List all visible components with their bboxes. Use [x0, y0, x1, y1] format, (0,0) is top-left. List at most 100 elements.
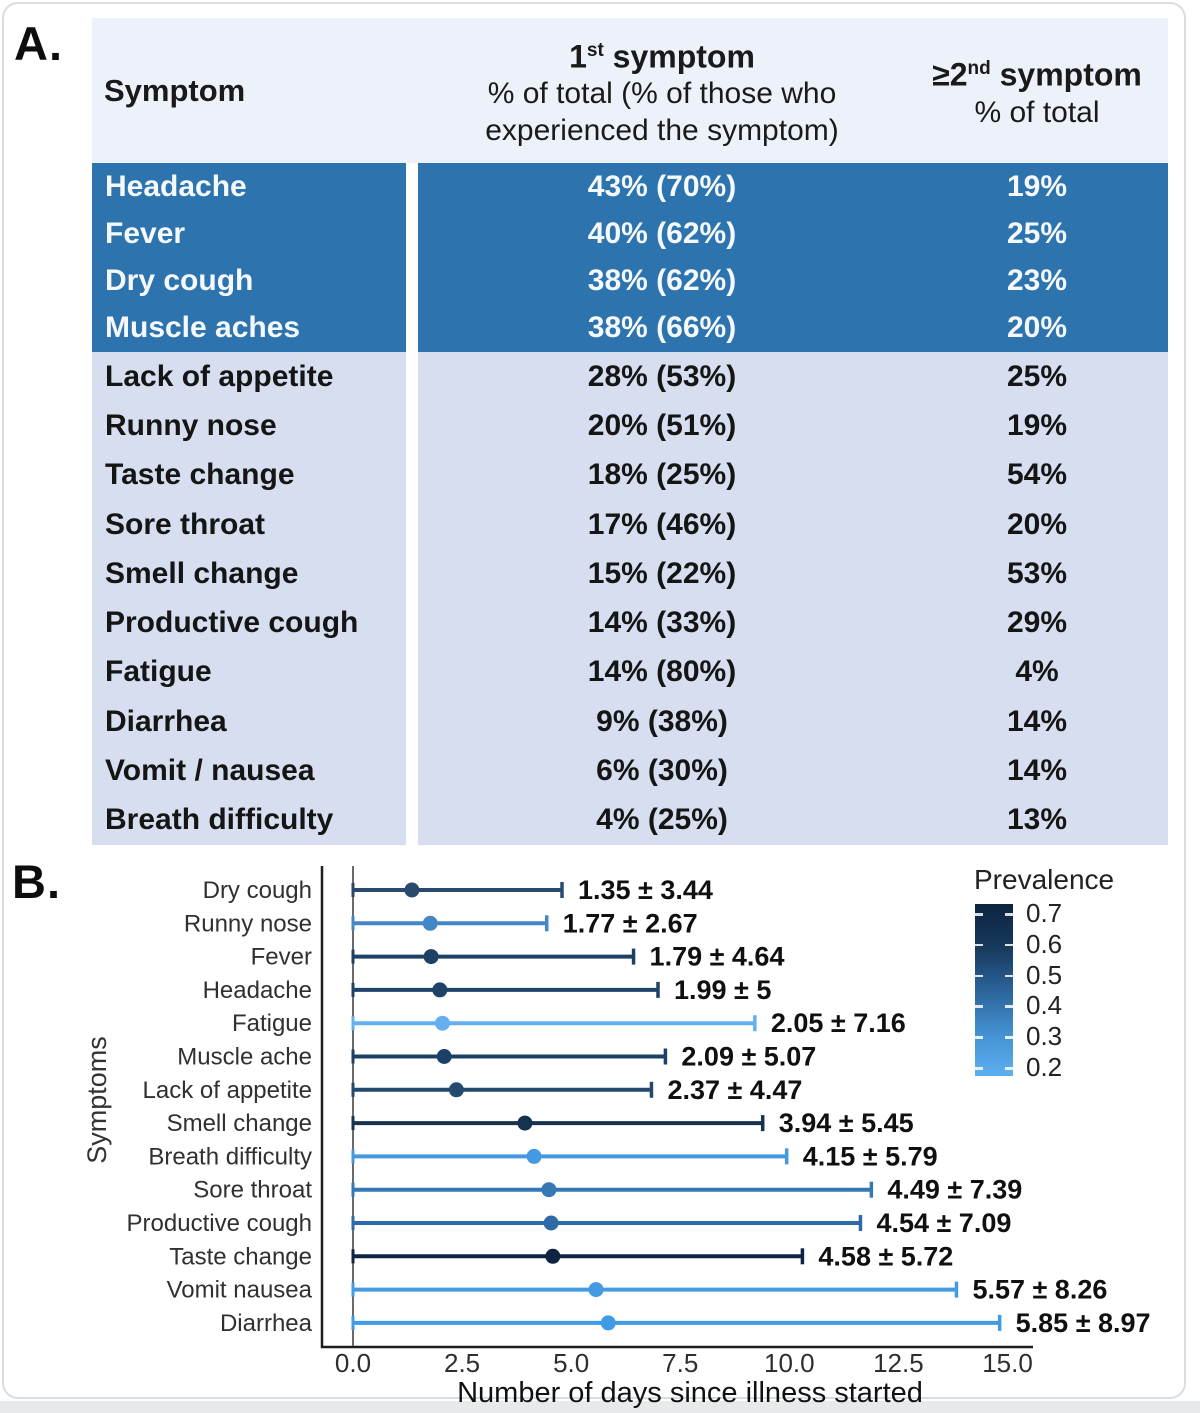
mean-sd-value-label: 4.49 ± 7.39	[887, 1175, 1022, 1205]
mean-dot	[422, 915, 438, 931]
mean-sd-value-label: 2.05 ± 7.16	[771, 1008, 906, 1038]
table-header: Symptom 1st symptom % of total (% of tho…	[92, 18, 1168, 163]
cell-first-symptom-pct: 18% (25%)	[587, 458, 737, 492]
cell-symptom: Smell change	[105, 556, 299, 590]
symptom-table: Symptom 1st symptom % of total (% of tho…	[92, 18, 1168, 845]
legend-tick-mark	[975, 913, 983, 916]
header-second-sup: nd	[967, 58, 991, 80]
table-row: Vomit / nausea 6% (30%) 14%	[92, 746, 1168, 796]
header-first-symptom: 1st symptom % of total (% of those who e…	[418, 18, 906, 163]
cell-first-symptom-pct: 14% (80%)	[587, 655, 737, 689]
cell-first-symptom-pct: 38% (66%)	[587, 311, 737, 345]
column-separator	[406, 352, 418, 402]
table-row: Productive cough 14% (33%) 29%	[92, 598, 1168, 648]
mean-sd-value-label: 4.15 ± 5.79	[803, 1141, 938, 1171]
table-row: Fatigue 14% (80%) 4%	[92, 647, 1168, 698]
column-separator	[406, 450, 418, 500]
cell-first-symptom-pct: 28% (53%)	[587, 359, 737, 393]
header-first-subtitle-1: % of total (% of those who	[487, 77, 837, 111]
x-tick-label: 5.0	[553, 1348, 589, 1378]
cell-first-symptom-pct: 9% (38%)	[596, 704, 728, 738]
category-label: Taste change	[169, 1243, 312, 1270]
legend-tick-mark	[975, 1036, 983, 1039]
mean-dot	[541, 1182, 557, 1198]
mean-sd-value-label: 1.79 ± 4.64	[650, 942, 785, 972]
category-label: Diarrhea	[220, 1310, 313, 1337]
cell-second-symptom-pct: 20%	[1006, 311, 1068, 345]
table-row: Dry cough 38% (62%) 23%	[92, 257, 1168, 305]
header-second-symptom: ≥2nd symptom % of total	[906, 18, 1168, 163]
cell-first-symptom-pct: 17% (46%)	[587, 507, 737, 541]
mean-dot	[600, 1315, 616, 1331]
category-label: Dry cough	[203, 877, 312, 904]
table-row: Muscle aches 38% (66%) 20%	[92, 304, 1168, 352]
table-row: Headache 43% (70%) 19%	[92, 163, 1168, 211]
mean-sd-value-label: 5.57 ± 8.26	[972, 1275, 1107, 1305]
panel-b-label: B.	[12, 855, 61, 908]
header-first-num: 1	[569, 38, 587, 75]
column-separator	[406, 401, 418, 451]
category-label: Runny nose	[184, 910, 312, 937]
mean-dot	[404, 882, 420, 898]
header-symptom: Symptom	[104, 72, 246, 108]
x-tick-label: 0.0	[335, 1348, 371, 1378]
cell-first-symptom-pct: 43% (70%)	[587, 169, 737, 203]
legend-tick-mark	[1005, 974, 1013, 978]
mean-dot	[526, 1148, 542, 1164]
mean-sd-value-label: 5.85 ± 8.97	[1016, 1308, 1151, 1338]
cell-second-symptom-pct: 14%	[1006, 704, 1068, 738]
category-label: Muscle ache	[177, 1044, 312, 1071]
column-separator	[406, 746, 418, 796]
header-first-word: symptom	[603, 38, 755, 75]
cell-second-symptom-pct: 54%	[1006, 458, 1068, 492]
x-axis-label: Number of days since illness started	[457, 1377, 923, 1409]
cell-second-symptom-pct: 53%	[1006, 556, 1068, 590]
header-second-word: symptom	[990, 56, 1142, 93]
legend-tick-mark	[975, 974, 983, 978]
cell-symptom: Dry cough	[105, 264, 254, 298]
cell-first-symptom-pct: 20% (51%)	[587, 408, 737, 442]
header-first-subtitle-2: experienced the symptom)	[485, 114, 839, 148]
legend-tick-label: 0.7	[1026, 898, 1063, 928]
mean-dot	[423, 949, 439, 965]
category-label: Sore throat	[193, 1177, 312, 1204]
mean-sd-value-label: 3.94 ± 5.45	[779, 1108, 914, 1138]
mean-dot	[432, 982, 448, 998]
category-label: Productive cough	[127, 1210, 312, 1237]
column-separator	[406, 257, 418, 305]
cell-symptom: Sore throat	[105, 507, 266, 541]
mean-dot	[448, 1082, 464, 1098]
mean-sd-value-label: 1.99 ± 5	[674, 975, 771, 1005]
cell-symptom: Diarrhea	[105, 704, 227, 738]
column-separator	[406, 549, 418, 599]
legend-tick-mark	[1005, 1036, 1013, 1039]
legend-tick-mark	[975, 943, 983, 947]
mean-sd-value-label: 4.58 ± 5.72	[818, 1241, 953, 1271]
cell-second-symptom-pct: 13%	[1006, 803, 1068, 837]
column-separator	[406, 210, 418, 258]
cell-symptom: Taste change	[105, 458, 295, 492]
header-first-sup: st	[586, 39, 604, 61]
x-tick-label: 15.0	[982, 1348, 1033, 1378]
table-row: Runny nose 20% (51%) 19%	[92, 401, 1168, 451]
cell-first-symptom-pct: 38% (62%)	[587, 264, 737, 298]
cell-second-symptom-pct: 19%	[1006, 169, 1068, 203]
legend-tick-mark	[1005, 1067, 1013, 1070]
prevalence-legend: Prevalence 0.7 0.6 0.5 0.4 0.3 0.2	[960, 864, 1200, 1104]
cell-second-symptom-pct: 23%	[1006, 264, 1068, 298]
table-row: Sore throat 17% (46%) 20%	[92, 499, 1168, 550]
legend-tick-mark	[975, 1005, 983, 1008]
legend-tick-label: 0.3	[1026, 1021, 1063, 1052]
column-separator	[406, 304, 418, 352]
cell-first-symptom-pct: 4% (25%)	[596, 803, 728, 837]
legend-title: Prevalence	[974, 864, 1115, 895]
cell-second-symptom-pct: 25%	[1006, 359, 1068, 393]
legend-tick-mark	[1005, 1005, 1013, 1008]
mean-sd-value-label: 2.09 ± 5.07	[681, 1042, 816, 1072]
legend-tick-label: 0.4	[1026, 990, 1063, 1021]
x-tick-label: 2.5	[444, 1348, 480, 1378]
table-row: Diarrhea 9% (38%) 14%	[92, 697, 1168, 747]
cell-second-symptom-pct: 14%	[1006, 754, 1068, 788]
bottom-edge-strip	[0, 1401, 1200, 1413]
legend-colorbar	[975, 904, 1013, 1076]
